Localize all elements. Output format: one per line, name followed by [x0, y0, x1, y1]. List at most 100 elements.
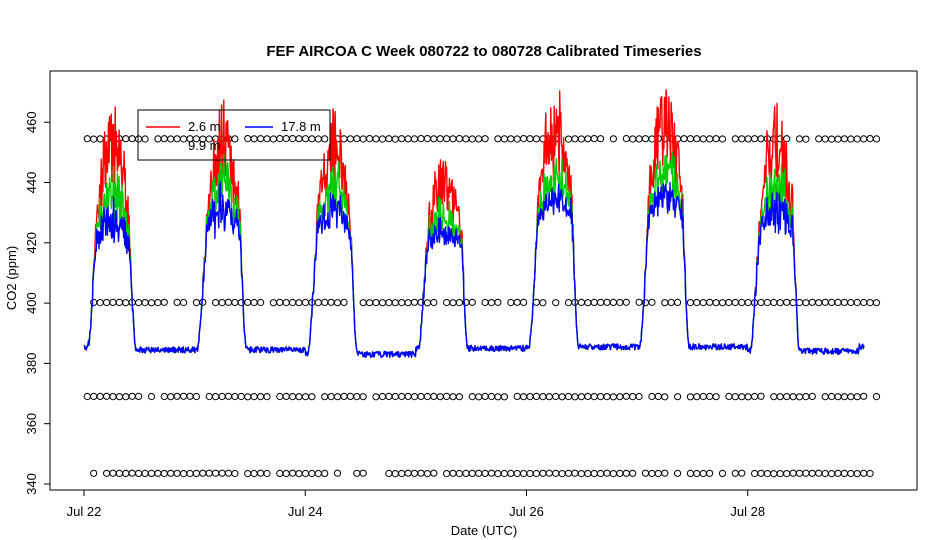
calibration-point — [167, 135, 175, 143]
calibration-point — [507, 469, 515, 477]
calibration-point — [783, 393, 791, 401]
calibration-point — [180, 298, 188, 307]
calibration-point — [359, 393, 367, 401]
calibration-point — [308, 469, 316, 478]
calibration-point — [443, 135, 451, 143]
calibration-point — [455, 469, 463, 478]
calibration-point — [770, 470, 778, 478]
calibration-point — [725, 298, 733, 307]
calibration-point — [860, 469, 868, 477]
calibration-point — [295, 299, 303, 307]
calibration-point — [776, 470, 784, 478]
calibration-point — [340, 392, 348, 400]
calibration-point — [475, 135, 483, 143]
calibration-point — [539, 393, 547, 401]
calibration-point — [462, 135, 470, 143]
calibration-point — [301, 393, 310, 401]
calibration-point — [289, 135, 297, 143]
calibration-point — [616, 469, 624, 477]
calibration-point — [109, 469, 117, 477]
calibration-point — [109, 298, 117, 306]
calibration-point — [417, 135, 425, 143]
calibration-point — [552, 299, 560, 307]
calibration-point — [398, 469, 406, 478]
calibration-point — [763, 298, 772, 307]
calibration-point — [359, 469, 367, 477]
calibration-point — [770, 298, 778, 307]
calibration-point — [443, 392, 451, 400]
calibration-point — [590, 135, 598, 143]
calibration-point — [674, 469, 682, 477]
calibration-point — [641, 469, 650, 477]
calibration-point — [513, 135, 521, 143]
calibration-point — [648, 469, 656, 478]
calibration-point — [244, 135, 252, 143]
calibration-point — [410, 298, 419, 306]
calibration-point — [552, 392, 560, 401]
calibration-point — [398, 392, 406, 401]
calibration-point — [90, 135, 98, 143]
calibration-point — [635, 135, 643, 143]
calibration-point — [398, 299, 406, 307]
calibration-point — [385, 392, 393, 400]
calibration-point — [212, 469, 220, 477]
calibration-point — [564, 392, 573, 401]
calibration-point — [257, 298, 265, 307]
calibration-point — [180, 392, 188, 400]
calibration-point — [205, 469, 213, 477]
calibration-point — [436, 393, 444, 401]
calibration-point — [231, 298, 239, 307]
calibration-point — [834, 298, 842, 306]
calibration-point — [167, 393, 175, 401]
calibration-point — [699, 469, 707, 478]
calibration-point — [706, 469, 714, 477]
calibration-point — [738, 469, 746, 477]
calibration-point — [90, 392, 98, 400]
calibration-point — [199, 469, 207, 477]
calibration-point — [160, 469, 168, 478]
calibration-point — [410, 135, 419, 143]
calibration-point — [147, 299, 156, 307]
calibration-point — [481, 469, 489, 477]
calibration-point — [83, 392, 91, 401]
calibration-point — [834, 393, 842, 401]
calibration-point — [526, 469, 534, 478]
calibration-point — [109, 393, 117, 401]
calibration-point — [282, 392, 290, 400]
calibration-point — [231, 392, 239, 401]
calibration-point — [366, 135, 374, 143]
calibration-point — [674, 393, 682, 401]
calibration-point — [564, 299, 573, 307]
calibration-point — [648, 298, 656, 306]
calibration-point — [738, 135, 746, 143]
calibration-point — [385, 135, 393, 143]
calibration-point — [128, 469, 136, 477]
calibration-point — [455, 299, 463, 307]
calibration-point — [860, 392, 868, 400]
calibration-point — [866, 469, 874, 478]
calibration-point — [276, 469, 284, 477]
calibration-point — [532, 469, 541, 478]
calibration-point — [706, 298, 714, 306]
calibration-point — [840, 298, 849, 306]
calibration-point — [712, 393, 720, 401]
legend-label-9-9m: 9.9 m — [188, 138, 221, 153]
calibration-point — [244, 470, 252, 478]
calibration-point — [391, 392, 399, 401]
calibration-point — [718, 135, 727, 143]
calibration-point — [353, 393, 361, 401]
calibration-point — [366, 299, 374, 307]
y-tick-label: 440 — [24, 172, 39, 194]
calibration-point — [487, 299, 496, 307]
calibration-point — [731, 298, 739, 307]
calibration-point — [378, 392, 387, 401]
calibration-point — [385, 299, 393, 307]
calibration-point — [269, 299, 277, 307]
calibration-point — [795, 298, 804, 307]
calibration-point — [718, 469, 727, 477]
calibration-point — [789, 393, 797, 401]
calibration-point — [308, 393, 316, 401]
calibration-point — [295, 470, 303, 478]
calibration-point — [564, 469, 573, 477]
calibration-point — [571, 393, 579, 401]
